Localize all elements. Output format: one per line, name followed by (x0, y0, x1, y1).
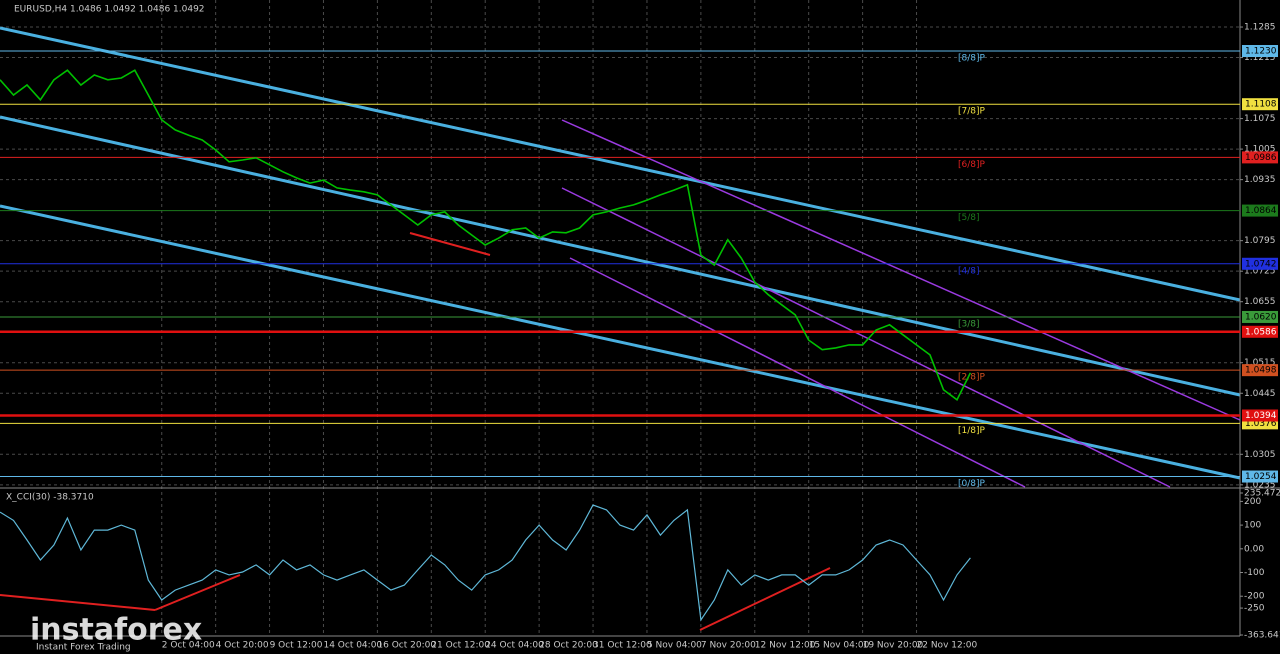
y-tick-label: 1.1005 (1244, 145, 1276, 155)
level-name: [5/8] (958, 213, 980, 223)
y-tick-label: 1.1215 (1244, 53, 1276, 63)
sr-price: 1.0394 (1245, 411, 1277, 421)
price-label-box (1242, 470, 1278, 483)
y-tick-label: -363.641 (1244, 631, 1280, 641)
y-tick-label: -200 (1244, 592, 1265, 602)
y-tick-label: 1.1075 (1244, 114, 1276, 124)
x-tick-label: 9 Oct 12:00 (270, 641, 323, 651)
price-label-box (1242, 364, 1278, 377)
y-tick-label: 1.0725 (1244, 267, 1276, 277)
y-tick-label: 235.4725 (1244, 489, 1280, 499)
level-price: 1.0742 (1245, 259, 1277, 269)
y-tick-label: 1.0515 (1244, 358, 1276, 368)
trend-line (409, 232, 491, 256)
level-price: 1.0254 (1245, 472, 1277, 482)
y-tick-label: 0.00 (1244, 544, 1264, 554)
level-price: 1.1230 (1245, 47, 1277, 57)
level-name: [6/8]P (958, 160, 986, 170)
x-tick-label: 2 Oct 04:00 (162, 641, 215, 651)
x-tick-label: 12 Nov 12:00 (755, 641, 816, 651)
y-tick-label: 1.0445 (1244, 389, 1276, 399)
price-label-box (1242, 325, 1278, 338)
y-tick-label: 1.1285 (1244, 23, 1276, 33)
price-label-box (1242, 45, 1278, 58)
price-line (0, 69, 972, 402)
chart-title: EURUSD,H4 1.0486 1.0492 1.0486 1.0492 (14, 5, 205, 15)
watermark: instaforex (30, 613, 202, 648)
channel-line (0, 204, 1241, 480)
level-name: [8/8]P (958, 54, 986, 64)
price-label-box (1242, 257, 1278, 270)
sr-price: 1.0586 (1245, 327, 1277, 337)
level-price: 1.0986 (1245, 153, 1277, 163)
level-price: 1.0864 (1245, 206, 1277, 216)
channel-line (569, 257, 1026, 488)
price-label-box (1242, 204, 1278, 217)
y-tick-label: 200 (1244, 497, 1261, 507)
trend-line (154, 574, 241, 611)
x-tick-label: 24 Oct 04:00 (485, 641, 544, 651)
price-label-box (1242, 151, 1278, 164)
price-label-box (1242, 409, 1278, 422)
x-tick-label: 28 Oct 20:00 (539, 641, 598, 651)
channel-line (0, 26, 1241, 302)
x-tick-label: 21 Oct 12:00 (431, 641, 490, 651)
trend-line (0, 594, 156, 611)
level-name: [3/8] (958, 319, 980, 329)
x-tick-label: 15 Nov 04:00 (809, 641, 870, 651)
x-tick-label: 19 Nov 20:00 (863, 641, 924, 651)
grid (0, 0, 1240, 636)
level-name: [4/8] (958, 266, 980, 276)
indicator-title: X_CCI(30) -38.3710 (6, 493, 94, 503)
y-tick-label: 1.0235 (1244, 480, 1276, 490)
x-tick-label: 4 Oct 20:00 (216, 641, 269, 651)
x-tick-label: 31 Oct 12:00 (593, 641, 652, 651)
level-name: [2/8]P (958, 373, 986, 383)
price-label-box (1242, 310, 1278, 323)
channels (0, 26, 1241, 480)
y-tick-label: 1.0305 (1244, 450, 1276, 460)
level-name: [0/8]P (958, 479, 986, 489)
level-name: [1/8]P (958, 426, 986, 436)
cci-line (0, 504, 971, 622)
level-name: [7/8]P (958, 107, 986, 117)
trend-line (699, 567, 831, 631)
level-price: 1.0620 (1245, 312, 1277, 322)
y-tick-label: 1.0795 (1244, 236, 1276, 246)
y-tick-label: 1.0935 (1244, 175, 1276, 185)
channel-line (0, 115, 1241, 397)
price-label-box (1242, 98, 1278, 111)
x-tick-label: 5 Nov 04:00 (647, 641, 702, 651)
y-tick-label: -100 (1244, 568, 1265, 578)
x-tick-label: 22 Nov 12:00 (917, 641, 978, 651)
channel-line (561, 187, 1171, 488)
x-tick-label: 7 Nov 20:00 (701, 641, 756, 651)
level-price: 1.1108 (1245, 100, 1277, 110)
y-tick-label: -250 (1244, 604, 1265, 614)
level-price: 1.0376 (1245, 419, 1277, 429)
y-tick-label: 1.0655 (1244, 297, 1276, 307)
watermark-tagline: Instant Forex Trading (36, 643, 131, 653)
y-tick-label: 100 (1244, 521, 1261, 531)
x-tick-label: 14 Oct 04:00 (323, 641, 382, 651)
level-price: 1.0498 (1245, 366, 1277, 376)
x-tick-label: 16 Oct 20:00 (377, 641, 436, 651)
